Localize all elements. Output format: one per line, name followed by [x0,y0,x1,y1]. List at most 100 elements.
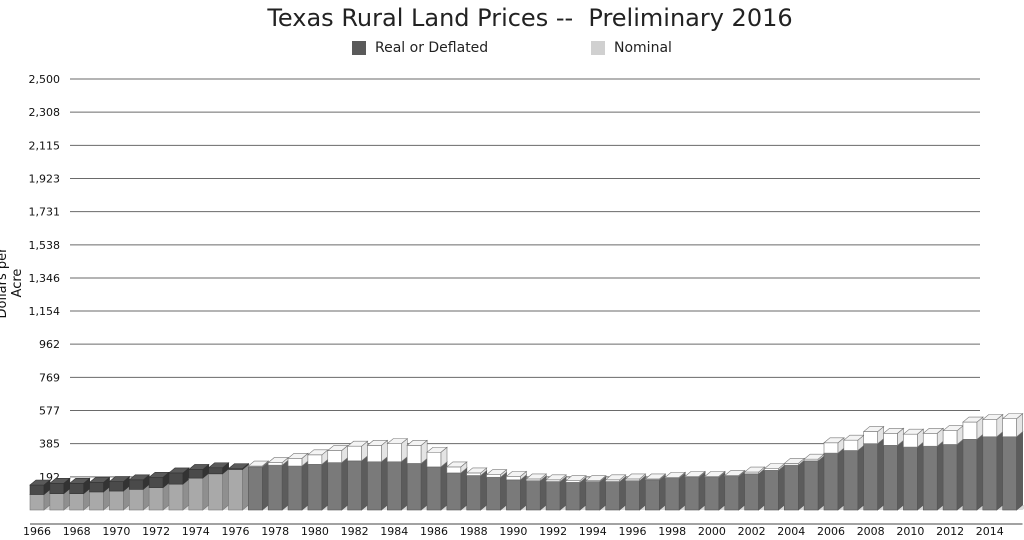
bar-real-2008-face [877,437,885,511]
bar-real-2015-face [1002,436,1017,511]
bar-real-1995-face [619,475,626,511]
bar-real-1989-face [486,476,501,511]
y-tick-label: 1,731 [29,206,61,219]
bar-real-1987 [446,467,468,511]
bar-real-2012-face [942,444,958,511]
bar-nominal-1982-face [346,440,369,447]
bar-nominal-1990-face [505,471,528,477]
bar-real-1984-face [386,461,402,511]
bar-real-1973-face [168,472,184,485]
bar-real-1972-face [148,476,164,488]
bar-real-1994-face [585,481,601,511]
bar-real-1973 [168,467,190,485]
bar-nominal-1988 [465,467,488,477]
bar-real-1998-face [678,472,686,511]
bar-real-1969 [88,476,111,493]
bar-real-1977-face [248,466,263,511]
bar-real-1982-face [347,460,362,511]
bar-nominal-1972-face [148,487,164,511]
bar-real-1990-face [506,479,521,511]
legend-nominal-swatch [591,41,605,55]
bar-real-1983-face [367,461,382,511]
x-tick-label: 2006 [817,525,845,538]
bar-real-1985-face [406,463,422,511]
bar-real-1997-face [659,474,666,511]
bar-real-1980-face [307,464,323,511]
bar-nominal-1997-face [644,473,667,480]
bar-nominal-2004-face [783,458,806,464]
bar-real-2012 [942,438,964,511]
bar-real-1981 [326,456,349,511]
bar-real-2002-face [758,468,765,511]
bar-real-2012-face [956,438,964,511]
x-tick-label: 1988 [460,525,488,538]
bar-nominal-2006-face [823,437,845,444]
x-tick-label: 1976 [222,525,250,538]
bar-real-1967-face [49,482,65,494]
bar-nominal-1976-face [242,463,249,511]
bar-real-1989-face [500,471,507,511]
bar-real-2007 [843,444,865,511]
bar-real-1977 [247,461,270,511]
bar-real-1987-face [446,472,462,511]
bar-nominal-2014-face [982,419,998,438]
bar-real-2013 [962,433,984,511]
bar-real-1992-face [545,481,561,511]
legend-nominal: Nominal [591,40,672,56]
bar-real-2006-face [837,447,845,511]
bar-nominal-1976 [227,463,250,511]
x-tick-label: 2002 [738,525,766,538]
bar-real-1993-face [565,482,581,511]
bar-real-2003-face [764,470,779,511]
bar-real-1979-face [287,465,303,511]
legend-real-label: Real or Deflated [375,40,489,56]
bar-nominal-1980-face [307,449,329,456]
bar-real-2011 [922,440,945,511]
bar-nominal-2009-face [883,432,898,446]
bar-nominal-1987 [446,461,468,474]
bar-nominal-1978-face [267,462,283,466]
bar-real-2002 [743,468,766,511]
bar-nominal-1979-face [287,452,309,459]
bar-nominal-2007 [843,434,865,452]
bar-real-1970 [108,475,131,492]
bar-real-1996-face [625,480,640,511]
y-tick-label: 2,308 [29,106,61,119]
bar-real-2003-face [778,464,785,511]
bar-real-1971-face [128,479,144,490]
y-tick-label: 1,154 [29,305,61,318]
bar-real-1974-face [188,469,204,479]
y-tick-label: 2,500 [29,73,61,86]
bar-nominal-1970-face [109,490,124,511]
bar-nominal-1983-face [366,440,389,446]
bar-nominal-2012 [942,425,964,446]
bar-real-1980 [307,458,329,511]
bar-real-1982 [346,455,369,511]
bar-nominal-2015 [1001,412,1024,438]
x-tick-label: 1978 [261,525,289,538]
bar-nominal-1993-face [565,475,587,481]
bar-nominal-2008-face [863,431,879,444]
bar-real-1980-face [321,458,329,511]
bar-real-1986 [426,461,448,511]
bar-real-1967-face [49,477,71,484]
bar-nominal-2009-face [882,427,905,434]
y-tick-label: 1,538 [29,239,61,252]
bar-nominal-1986-face [426,451,442,468]
bar-real-2009 [882,439,905,511]
bar-real-1966-face [29,479,51,486]
bar-nominal-1974-face [202,472,210,511]
x-tick-label: 1986 [420,525,448,538]
legend-real-swatch [352,41,366,55]
bar-nominal-1990 [505,470,528,481]
bar-nominal-2014-face [981,414,1004,420]
bar-nominal-1979-face [287,457,303,467]
bar-real-2000-face [718,471,726,511]
bar-nominal-1989-face [485,469,508,475]
bar-nominal-1976-face [228,469,243,511]
bar-real-2013-face [962,439,978,511]
bar-nominal-2009 [882,427,905,446]
bar-real-2000-face [704,476,720,511]
bar-real-1997-face [645,479,660,511]
bar-real-1999-face [698,471,706,511]
